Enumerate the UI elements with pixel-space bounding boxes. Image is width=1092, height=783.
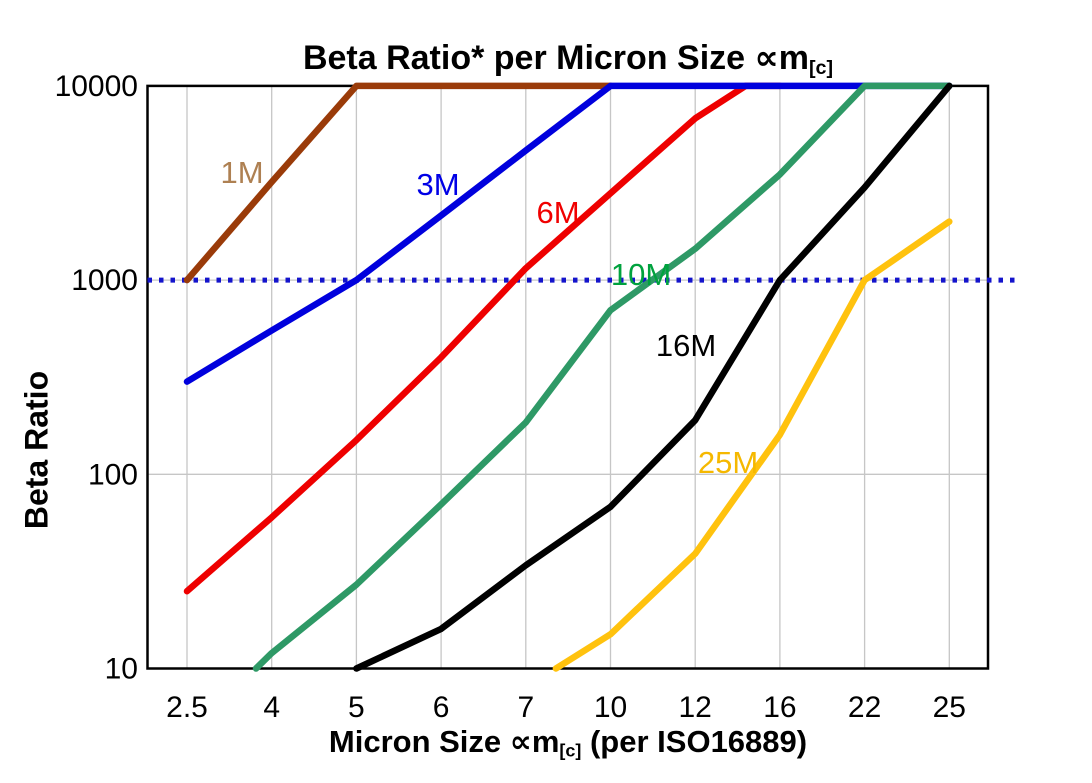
- series-line-25M: [552, 218, 953, 672]
- y-axis-title: Beta Ratio: [18, 370, 55, 530]
- proportional-symbol: ∝m: [754, 39, 809, 77]
- series-line-3M: [183, 82, 953, 385]
- chart-title: Beta Ratio* per Micron Size ∝m[c]: [148, 38, 988, 80]
- series-line-6M: [183, 82, 784, 595]
- proportional-symbol: ∝m: [509, 724, 560, 759]
- series-label-25M: 25M: [698, 445, 758, 480]
- plot-border: [146, 84, 990, 670]
- series-label-3M: 3M: [416, 167, 459, 202]
- x-tick-label-6: 6: [433, 691, 450, 724]
- x-axis-title-subscript: [c]: [559, 740, 582, 761]
- series-label-1M: 1M: [220, 155, 263, 190]
- chart-title-subscript: [c]: [808, 56, 834, 79]
- x-tick-label-10: 10: [594, 691, 627, 724]
- x-axis-title-text: Micron Size: [328, 724, 510, 759]
- series-line-10M: [252, 82, 953, 672]
- y-tick-label-100: 100: [88, 458, 138, 491]
- x-tick-label-16: 16: [763, 691, 796, 724]
- y-tick-label-10: 10: [105, 653, 138, 686]
- x-tick-label-5: 5: [348, 691, 365, 724]
- x-tick-label-2.5: 2.5: [166, 691, 208, 724]
- series-label-6M: 6M: [536, 195, 579, 230]
- x-tick-label-12: 12: [679, 691, 712, 724]
- x-tick-label-25: 25: [933, 691, 966, 724]
- x-tick-label-4: 4: [263, 691, 280, 724]
- y-tick-label-10000: 10000: [55, 70, 138, 103]
- chart-title-text: Beta Ratio* per Micron Size: [302, 39, 755, 77]
- series-label-10M: 10M: [611, 257, 671, 292]
- x-axis-title-suffix: (per ISO16889): [581, 724, 808, 759]
- series-label-16M: 16M: [656, 328, 716, 363]
- series-line-16M: [353, 82, 953, 672]
- x-tick-label-7: 7: [517, 691, 534, 724]
- y-tick-label-1000: 1000: [71, 264, 138, 297]
- x-axis-title: Micron Size ∝m[c] (per ISO16889): [148, 724, 988, 761]
- series-line-1M: [183, 82, 614, 284]
- x-tick-label-22: 22: [848, 691, 881, 724]
